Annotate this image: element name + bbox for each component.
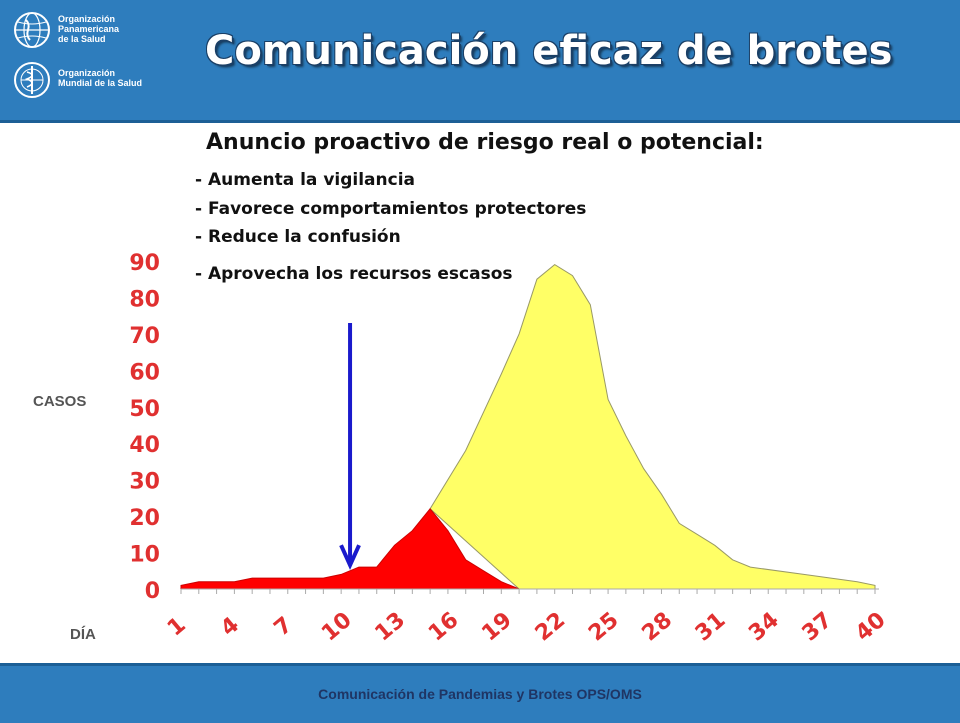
y-tick-label: 20 <box>129 506 160 531</box>
y-tick-label: 0 <box>145 579 160 604</box>
y-tick-label: 10 <box>129 543 160 568</box>
bullet-item: - Reduce la confusión <box>195 227 401 247</box>
footer-text: Comunicación de Pandemias y Brotes OPS/O… <box>318 686 642 702</box>
x-tick-label: 10 <box>317 608 357 647</box>
y-axis-label: CASOS <box>33 393 87 410</box>
x-tick-label: 31 <box>691 608 731 647</box>
y-tick-label: 50 <box>129 397 160 422</box>
org2-name: Organización Mundial de la Salud <box>58 68 143 88</box>
x-tick-label: 1 <box>163 613 191 642</box>
x-tick-label: 19 <box>477 608 517 647</box>
y-tick-label: 30 <box>129 470 160 495</box>
subtitle: Anuncio proactivo de riesgo real o poten… <box>206 130 764 155</box>
bullet-item: - Aprovecha los recursos escasos <box>195 264 513 284</box>
y-tick-label: 70 <box>129 324 160 349</box>
page-title: Comunicación eficaz de brotes <box>205 28 893 74</box>
y-tick-label: 90 <box>129 251 160 276</box>
x-axis-label: DÍA <box>70 626 96 643</box>
x-tick-label: 7 <box>270 613 298 642</box>
x-tick-label: 28 <box>638 608 678 647</box>
y-tick-label: 60 <box>129 360 160 385</box>
x-tick-label: 13 <box>371 608 411 647</box>
header-bar <box>0 0 960 123</box>
bullet-item: - Aumenta la vigilancia <box>195 170 415 190</box>
footer-bar <box>0 663 960 723</box>
x-tick-label: 34 <box>744 608 784 647</box>
paho-globe-logo-icon <box>14 12 50 48</box>
series-area-yellow <box>429 263 876 590</box>
arrow-head <box>339 544 361 571</box>
x-tick-label: 40 <box>851 608 891 647</box>
series-area-red <box>180 508 520 590</box>
y-tick-label: 80 <box>129 287 160 312</box>
x-tick-label: 25 <box>584 608 624 647</box>
bullet-item: - Favorece comportamientos protectores <box>195 199 587 219</box>
x-tick-label: 37 <box>798 608 838 647</box>
x-tick-label: 16 <box>424 608 464 647</box>
who-emblem-logo-icon <box>14 62 50 98</box>
x-tick-label: 22 <box>531 608 571 647</box>
y-tick-label: 40 <box>129 433 160 458</box>
org1-name: Organización Panamericana de la Salud <box>58 14 120 44</box>
x-tick-label: 4 <box>216 613 244 642</box>
